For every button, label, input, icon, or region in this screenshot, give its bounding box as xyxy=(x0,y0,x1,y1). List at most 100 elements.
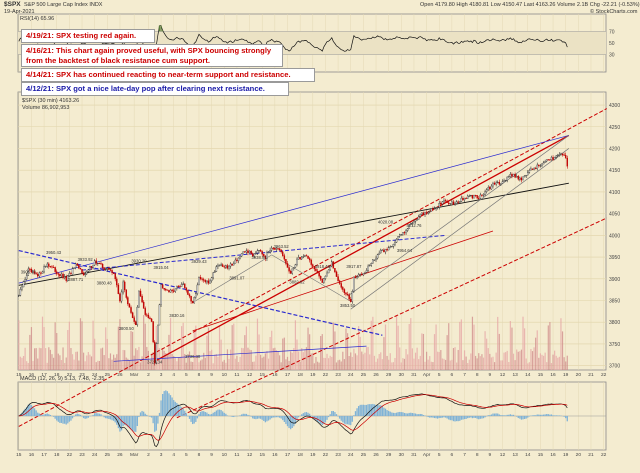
price-candle xyxy=(57,273,60,275)
price-candle xyxy=(240,253,243,257)
volume-bar xyxy=(207,327,210,370)
trendline xyxy=(18,249,383,336)
volume-bar xyxy=(248,349,251,370)
volume-bar xyxy=(18,320,20,370)
price-candle xyxy=(108,268,110,270)
volume-bar xyxy=(256,318,259,370)
x-tick-label: 22 xyxy=(601,452,607,458)
volume-bar xyxy=(218,325,221,370)
price-candle xyxy=(79,267,82,270)
volume-bar xyxy=(106,338,108,370)
x-tick-label: Apr xyxy=(423,452,431,458)
volume-bar xyxy=(109,353,112,370)
price-candle xyxy=(465,198,467,199)
macd-line xyxy=(18,393,568,448)
price-candle xyxy=(177,285,180,287)
trendline xyxy=(18,182,569,286)
volume-bar xyxy=(32,360,34,370)
price-candle xyxy=(308,258,311,261)
volume-bar xyxy=(180,326,183,370)
volume-bar xyxy=(252,361,254,370)
price-candle xyxy=(421,212,423,215)
volume-bar xyxy=(272,348,274,370)
volume-bar xyxy=(566,355,568,370)
volume-bar xyxy=(120,361,123,370)
price-candle xyxy=(302,256,305,258)
price-candle xyxy=(296,258,298,265)
trendline xyxy=(176,217,608,419)
volume-bar xyxy=(523,328,526,370)
price-candle xyxy=(538,164,540,167)
price-candle xyxy=(310,259,312,265)
price-candle xyxy=(93,260,96,266)
volume-bar xyxy=(449,360,451,370)
volume-bar xyxy=(97,360,99,370)
price-candle xyxy=(549,159,551,161)
volume-bar xyxy=(422,333,425,370)
price-candle xyxy=(198,277,200,286)
volume-bar xyxy=(509,321,511,370)
price-candle xyxy=(410,223,412,225)
volume-bar xyxy=(233,323,235,370)
volume-bar xyxy=(24,347,26,370)
price-candle xyxy=(161,284,164,289)
swing-value-label: 4020.08 xyxy=(378,220,394,225)
price-candle xyxy=(343,289,346,294)
volume-bar xyxy=(441,358,444,370)
price-candle xyxy=(52,267,55,268)
volume-bar xyxy=(277,351,279,370)
price-candle xyxy=(119,293,121,302)
price-candle xyxy=(81,269,83,274)
volume-bar xyxy=(310,353,312,370)
x-tick-label: 21 xyxy=(588,452,594,458)
x-tick-label: 15 xyxy=(538,452,544,458)
volume-bar xyxy=(376,358,379,370)
volume-bar xyxy=(474,355,477,370)
price-candle xyxy=(21,286,23,290)
volume-bar xyxy=(103,355,105,370)
price-candle xyxy=(255,252,257,254)
volume-bar xyxy=(373,355,376,370)
price-candle xyxy=(561,153,564,156)
volume-bar xyxy=(173,356,175,370)
volume-bar xyxy=(94,338,96,370)
price-candle xyxy=(503,180,505,182)
price-candle xyxy=(511,174,513,177)
swing-value-label: 3938.93 xyxy=(251,255,267,260)
rsi-tick-label: 30 xyxy=(609,53,615,59)
x-tick-label: 15 xyxy=(538,372,544,378)
volume-bar xyxy=(245,326,248,370)
volume-bar xyxy=(359,336,361,370)
price-panel-frame xyxy=(17,91,607,371)
annotation-note-4-12: 4/12/21: SPX got a nice late-day pop aft… xyxy=(21,82,289,96)
volume-bar xyxy=(552,354,554,370)
price-candle xyxy=(498,181,501,185)
x-tick-label: 22 xyxy=(601,372,607,378)
price-candle xyxy=(231,263,233,266)
volume-bar xyxy=(348,356,350,370)
volume-bar xyxy=(79,318,82,370)
volume-bar xyxy=(535,337,537,370)
x-tick-label: 19 xyxy=(563,452,569,458)
volume-bar xyxy=(225,362,227,370)
price-candle xyxy=(267,251,270,253)
x-tick-label: 11 xyxy=(234,452,239,458)
x-tick-label: 16 xyxy=(550,372,556,378)
price-candle xyxy=(98,263,101,265)
price-candle xyxy=(146,314,148,316)
price-candle xyxy=(500,183,502,185)
volume-bar xyxy=(346,333,349,370)
price-candle xyxy=(84,273,86,276)
price-candle xyxy=(329,265,331,271)
volume-bar xyxy=(204,357,206,370)
x-tick-label: 22 xyxy=(323,372,329,378)
price-tick-label: 4250 xyxy=(609,125,620,131)
x-tick-label: 14 xyxy=(525,372,531,378)
price-candle xyxy=(425,212,428,214)
volume-bar xyxy=(124,350,126,370)
x-tick-label: 16 xyxy=(29,372,35,378)
price-candle xyxy=(520,177,523,181)
trendline xyxy=(192,254,272,303)
volume-bar xyxy=(209,351,211,370)
